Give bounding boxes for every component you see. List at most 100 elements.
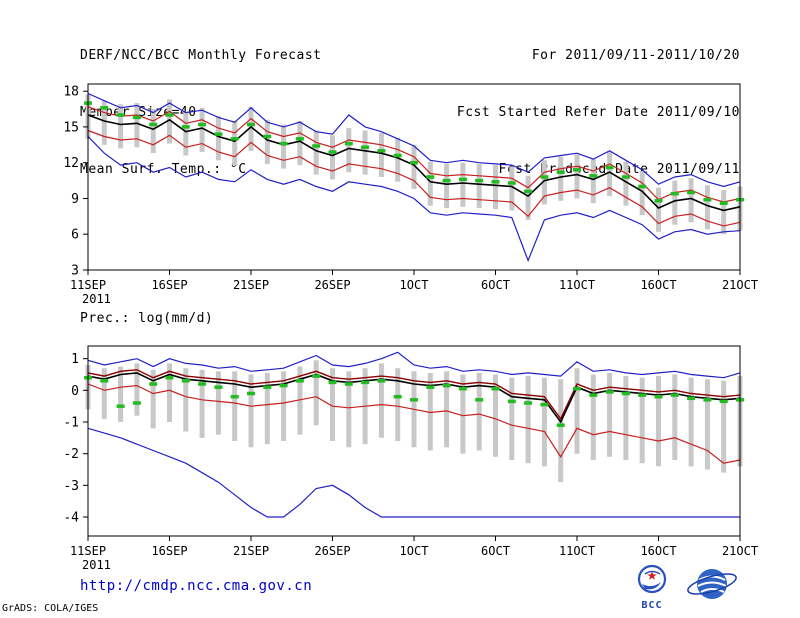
ensemble-spread	[639, 377, 645, 464]
ensemble-spread	[688, 377, 694, 467]
precipitation-panel-title: Prec.: log(mm/d)	[80, 311, 214, 326]
y-tick-label: -2	[63, 447, 79, 462]
ensemble-spread	[232, 371, 238, 441]
x-tick-label: 16OCT	[640, 544, 676, 558]
x-tick-label: 11SEP	[70, 278, 106, 292]
ensemble-spread	[444, 163, 450, 208]
chart-title: DERF/NCC/BCC Monthly Forecast	[80, 48, 322, 63]
x-tick-label: 26SEP	[314, 544, 350, 558]
ensemble-spread	[395, 368, 401, 441]
ensemble-spread	[411, 144, 417, 189]
ensemble-spread	[493, 165, 498, 210]
ensemble-mean-line	[87, 114, 741, 212]
ensemble-spread	[607, 372, 613, 457]
ensemble-spread	[623, 161, 629, 206]
x-tick-label: 11OCT	[559, 278, 595, 292]
y-tick-label: 15	[63, 120, 79, 135]
y-tick-label: 6	[71, 228, 79, 243]
x-tick-label: 16SEP	[151, 278, 187, 292]
ensemble-spread	[281, 124, 287, 169]
x-tick-label: 1OCT	[400, 544, 429, 558]
cma-emblem-icon	[687, 569, 737, 599]
ensemble-spread	[297, 121, 303, 166]
x-tick-label: 21SEP	[233, 278, 269, 292]
ensemble-spread	[118, 104, 124, 149]
ensemble-spread	[346, 128, 352, 173]
ensemble-spread	[656, 187, 661, 232]
ensemble-spread	[541, 377, 547, 467]
x-tick-label: 11SEP	[70, 544, 106, 558]
x-tick-label: 6OCT	[481, 544, 510, 558]
ensemble-spread	[264, 119, 270, 164]
x-tick-label: 21SEP	[233, 544, 269, 558]
ensemble-spread	[330, 135, 335, 180]
ensemble-spread	[232, 121, 238, 166]
ensemble-spread	[590, 159, 596, 204]
ensemble-spread	[183, 111, 189, 156]
ensemble-spread	[558, 379, 564, 483]
temperature-panel-title: Mean Surf. Temp.: °C	[80, 162, 247, 177]
ensemble-spread	[167, 363, 172, 422]
y-tick-label: 12	[63, 156, 79, 171]
upper-quartile-line	[87, 369, 741, 421]
ensemble-spread	[248, 106, 254, 151]
header-right-block: For 2011/09/11-2011/10/20 Fcst Started R…	[457, 8, 740, 217]
source-url-link[interactable]: http://cmdp.ncc.cma.gov.cn	[80, 578, 313, 594]
ensemble-spread	[395, 137, 401, 182]
ensemble-spread	[378, 132, 384, 177]
x-tick-label: 16OCT	[640, 278, 676, 292]
ensemble-spread	[264, 372, 270, 445]
ensemble-spread	[721, 380, 727, 473]
ensemble-spread	[590, 374, 596, 460]
ensemble-spread	[704, 185, 710, 230]
ensemble-spread	[313, 130, 319, 175]
ensemble-spread	[704, 379, 710, 470]
ensemble-max-line	[87, 351, 741, 379]
bcc-emblem-icon	[637, 564, 667, 594]
ensemble-spread	[150, 109, 156, 154]
ensemble-spread	[460, 374, 466, 454]
y-tick-label: -1	[63, 416, 79, 431]
ensemble-spread	[199, 369, 205, 438]
ensemble-spread	[721, 190, 727, 235]
x-tick-label: 16SEP	[151, 544, 187, 558]
ensemble-spread	[313, 360, 319, 426]
ensemble-spread	[476, 163, 482, 208]
ensemble-spread	[215, 116, 221, 161]
forecast-period: For 2011/09/11-2011/10/20	[531, 48, 740, 63]
ensemble-spread	[183, 368, 189, 432]
y-tick-label: 3	[71, 264, 79, 279]
ensemble-min-line	[87, 427, 740, 518]
ensemble-spread	[509, 166, 515, 211]
ensemble-spread	[150, 369, 156, 429]
y-tick-label: -3	[63, 479, 79, 494]
ensemble-spread	[134, 103, 140, 148]
ensemble-spread	[476, 372, 482, 451]
precipitation-chart-panel: 1 0 -1 -2 -3 -4 11SEP 16SEP 21SEP 26SEP 1OCT 6OCT 11…	[63, 345, 758, 572]
ensemble-spread	[509, 377, 515, 460]
ensemble-spread	[362, 130, 368, 175]
ensemble-spread	[558, 156, 564, 201]
ensemble-spread	[427, 161, 433, 206]
ensemble-spread	[574, 368, 580, 454]
ensemble-spread	[101, 100, 107, 145]
x-axis-year-label: 2011	[82, 558, 111, 572]
ensemble-mean-line	[87, 372, 741, 424]
ensemble-spread	[118, 366, 124, 422]
ensemble-spread	[101, 368, 107, 419]
x-tick-label: 26SEP	[314, 278, 350, 292]
ensemble-spread	[248, 374, 254, 448]
ensemble-spread	[525, 376, 531, 464]
x-tick-label: 6OCT	[481, 278, 510, 292]
cma-ncc-logo	[686, 564, 738, 608]
ensemble-spread	[607, 152, 613, 197]
ensemble-spread	[623, 376, 629, 460]
ensemble-spread	[427, 372, 433, 451]
ensemble-spread	[134, 363, 140, 416]
ensemble-spread	[672, 180, 678, 225]
ensemble-spread	[215, 371, 221, 435]
ensemble-spread	[330, 368, 335, 441]
logo-group: BCC	[634, 564, 738, 611]
